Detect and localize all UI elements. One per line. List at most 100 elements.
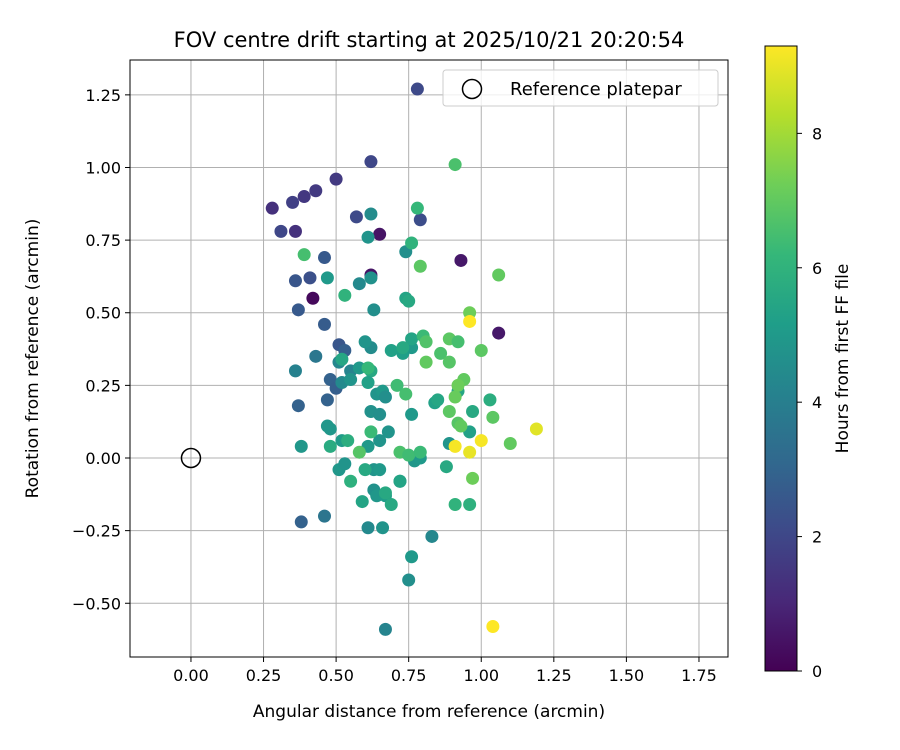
plot-frame bbox=[129, 59, 729, 658]
data-point bbox=[384, 497, 398, 511]
data-point bbox=[361, 361, 375, 375]
data-point bbox=[317, 251, 331, 265]
data-point bbox=[358, 463, 372, 477]
data-point bbox=[419, 355, 433, 369]
data-point bbox=[364, 425, 378, 439]
colorbar-label: Hours from first FF file bbox=[833, 264, 853, 454]
y-tick-label: 0.75 bbox=[85, 231, 121, 250]
data-points bbox=[265, 82, 543, 636]
data-point bbox=[297, 190, 311, 204]
data-point bbox=[393, 474, 407, 488]
data-point bbox=[352, 445, 366, 459]
data-point bbox=[399, 387, 413, 401]
data-point bbox=[376, 521, 390, 535]
data-point bbox=[373, 407, 387, 421]
data-point bbox=[402, 573, 416, 587]
data-point bbox=[288, 274, 302, 288]
data-point bbox=[291, 399, 305, 413]
data-point bbox=[323, 439, 337, 453]
data-point bbox=[320, 393, 334, 407]
data-point bbox=[317, 317, 331, 331]
colorbar-tick-label: 0 bbox=[812, 662, 822, 681]
data-point bbox=[486, 619, 500, 633]
legend-box bbox=[442, 69, 719, 107]
x-tick-label: 1.75 bbox=[681, 666, 717, 685]
data-point bbox=[442, 355, 456, 369]
legend-entry-reference-platepar: Reference platepar bbox=[510, 79, 682, 100]
data-point bbox=[402, 294, 416, 308]
data-point bbox=[492, 326, 506, 340]
y-tick-label: 0.50 bbox=[85, 304, 121, 323]
data-point bbox=[405, 236, 419, 250]
data-point bbox=[323, 422, 337, 436]
data-point bbox=[390, 378, 404, 392]
data-point bbox=[463, 314, 477, 328]
data-point bbox=[309, 184, 323, 198]
data-point bbox=[410, 201, 424, 215]
colorbar-tick-label: 6 bbox=[812, 259, 822, 278]
y-tick-label: 0.25 bbox=[85, 376, 121, 395]
data-point bbox=[378, 622, 392, 636]
data-point bbox=[463, 497, 477, 511]
data-point bbox=[361, 521, 375, 535]
data-point bbox=[454, 419, 468, 433]
data-point bbox=[303, 271, 317, 285]
data-point bbox=[364, 271, 378, 285]
data-point bbox=[486, 410, 500, 424]
data-point bbox=[448, 158, 462, 172]
data-point bbox=[355, 495, 369, 509]
data-point bbox=[317, 509, 331, 523]
data-point bbox=[448, 439, 462, 453]
data-point bbox=[338, 457, 352, 471]
y-tick-label: 0.00 bbox=[85, 449, 121, 468]
data-point bbox=[492, 268, 506, 282]
y-tick-label: 1.00 bbox=[85, 158, 121, 177]
y-tick-label: −0.25 bbox=[72, 522, 121, 541]
data-point bbox=[361, 230, 375, 244]
data-point bbox=[294, 515, 308, 529]
data-point bbox=[361, 375, 375, 389]
colorbar: 0 2 4 6 8 Hours from first FF file bbox=[764, 45, 853, 681]
y-axis-label: Rotation from reference (arcmin) bbox=[23, 219, 43, 499]
data-point bbox=[338, 288, 352, 302]
data-point bbox=[448, 497, 462, 511]
data-point bbox=[378, 390, 392, 404]
data-point bbox=[364, 155, 378, 169]
data-point bbox=[349, 210, 363, 224]
colorbar-tick-label: 4 bbox=[812, 393, 822, 412]
data-point bbox=[364, 207, 378, 221]
data-point bbox=[402, 448, 416, 462]
data-point bbox=[503, 436, 517, 450]
data-point bbox=[306, 291, 320, 305]
data-point bbox=[286, 195, 300, 209]
data-point bbox=[378, 486, 392, 500]
x-tick-label: 0.50 bbox=[318, 666, 354, 685]
data-point bbox=[448, 390, 462, 404]
data-point bbox=[483, 393, 497, 407]
data-point bbox=[341, 434, 355, 448]
colorbar-tick-label: 2 bbox=[812, 528, 822, 547]
data-point bbox=[466, 405, 480, 419]
data-point bbox=[373, 434, 387, 448]
data-point bbox=[265, 201, 279, 215]
data-point bbox=[297, 248, 311, 262]
data-point bbox=[381, 425, 395, 439]
y-tick-label: −0.50 bbox=[72, 594, 121, 613]
colorbar-ticks: 0 2 4 6 8 bbox=[797, 124, 822, 681]
data-point bbox=[405, 407, 419, 421]
data-point bbox=[474, 344, 488, 358]
data-point bbox=[344, 474, 358, 488]
x-tick-label: 1.00 bbox=[463, 666, 499, 685]
data-point bbox=[344, 373, 358, 387]
data-point bbox=[463, 445, 477, 459]
data-point bbox=[413, 259, 427, 273]
x-tick-label: 0.25 bbox=[246, 666, 282, 685]
data-point bbox=[309, 349, 323, 363]
x-tick-label: 1.50 bbox=[609, 666, 645, 685]
data-point bbox=[442, 405, 456, 419]
data-point bbox=[358, 335, 372, 349]
legend: Reference platepar bbox=[442, 69, 719, 107]
data-point bbox=[274, 224, 288, 238]
legend-marker-reference bbox=[461, 78, 483, 100]
data-point bbox=[288, 364, 302, 378]
